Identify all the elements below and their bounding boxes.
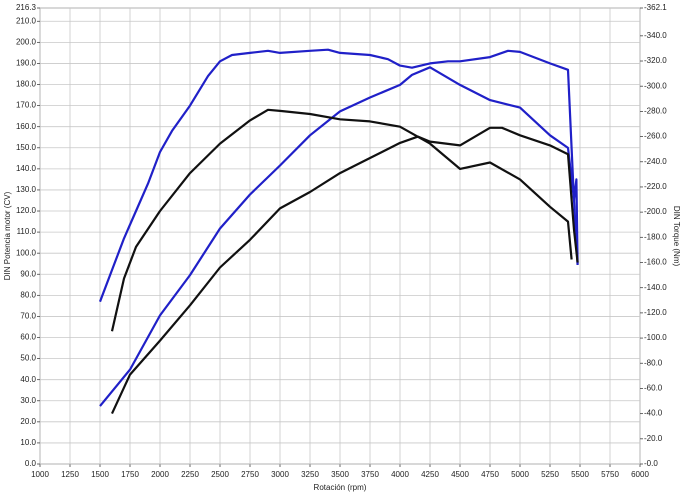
y-tick-label: 130.0 [16, 185, 37, 194]
y-tick-label: 90.0 [20, 269, 36, 278]
y2-tick-label: -80.0 [644, 358, 663, 367]
y-tick-label: 10.0 [20, 438, 36, 447]
y-tick-label: 150.0 [16, 143, 37, 152]
y2-tick-label: -280.0 [644, 106, 667, 115]
x-tick-label: 3250 [301, 470, 319, 479]
y2-tick-label: -320.0 [644, 56, 667, 65]
y2-tick-label: -20.0 [644, 434, 663, 443]
x-tick-label: 3500 [331, 470, 349, 479]
y2-axis-label: DIN Torque (Nm) [672, 206, 681, 267]
y-tick-label: 180.0 [16, 80, 37, 89]
y2-tick-label: -40.0 [644, 409, 663, 418]
x-tick-label: 5750 [601, 470, 619, 479]
dyno-curve [110, 108, 573, 332]
y2-tick-label: -60.0 [644, 384, 663, 393]
x-tick-label: 4250 [421, 470, 439, 479]
y2-tick-label: -160.0 [644, 258, 667, 267]
y-tick-label: 190.0 [16, 59, 37, 68]
y-tick-label: 140.0 [16, 164, 37, 173]
x-tick-label: 2500 [211, 470, 229, 479]
y2-tick-label: -0.0 [644, 459, 658, 468]
y-tick-label: 0.0 [25, 459, 37, 468]
y-tick-label: 216.3 [16, 3, 37, 12]
x-tick-label: 5500 [571, 470, 589, 479]
y2-tick-label: -362.1 [644, 3, 667, 12]
x-tick-label: 4500 [451, 470, 469, 479]
y-tick-label: 60.0 [20, 333, 36, 342]
y-tick-label: 120.0 [16, 206, 37, 215]
x-tick-label: 1250 [61, 470, 79, 479]
x-tick-label: 6000 [631, 470, 649, 479]
y2-tick-label: -260.0 [644, 132, 667, 141]
y-tick-label: 100.0 [16, 248, 37, 257]
y-tick-label: 30.0 [20, 396, 36, 405]
x-tick-label: 1000 [31, 470, 49, 479]
y-tick-label: 200.0 [16, 37, 37, 46]
y-axis-label: DIN Potencia motor (CV) [3, 191, 12, 280]
x-tick-label: 2000 [151, 470, 169, 479]
y2-tick-label: -180.0 [644, 232, 667, 241]
y2-tick-label: -220.0 [644, 182, 667, 191]
y-tick-label: 160.0 [16, 122, 37, 131]
y-tick-label: 210.0 [16, 16, 37, 25]
x-tick-label: 3750 [361, 470, 379, 479]
y2-tick-label: -340.0 [644, 31, 667, 40]
x-tick-label: 1750 [121, 470, 139, 479]
x-tick-label: 2250 [181, 470, 199, 479]
y-tick-label: 80.0 [20, 290, 36, 299]
dyno-curve [111, 126, 579, 415]
x-axis-label: Rotación (rpm) [314, 483, 367, 492]
dyno-curve [99, 66, 579, 407]
y-tick-label: 70.0 [20, 312, 36, 321]
y2-tick-label: -120.0 [644, 308, 667, 317]
y-tick-label: 110.0 [17, 227, 37, 236]
x-tick-label: 4750 [481, 470, 499, 479]
y2-tick-label: -140.0 [644, 283, 667, 292]
x-tick-label: 5250 [541, 470, 559, 479]
x-tick-label: 4000 [391, 470, 409, 479]
y2-tick-label: -300.0 [644, 81, 667, 90]
x-tick-label: 1500 [91, 470, 109, 479]
x-tick-label: 3000 [271, 470, 289, 479]
x-tick-label: 5000 [511, 470, 529, 479]
dyno-curve [98, 48, 579, 303]
y2-tick-label: -200.0 [644, 207, 667, 216]
y-tick-label: 50.0 [20, 354, 36, 363]
y2-tick-label: -100.0 [644, 333, 667, 342]
x-tick-label: 2750 [241, 470, 259, 479]
y-tick-label: 40.0 [20, 375, 36, 384]
y2-tick-label: -240.0 [644, 157, 667, 166]
y-tick-label: 170.0 [16, 101, 37, 110]
y-tick-label: 20.0 [20, 417, 36, 426]
